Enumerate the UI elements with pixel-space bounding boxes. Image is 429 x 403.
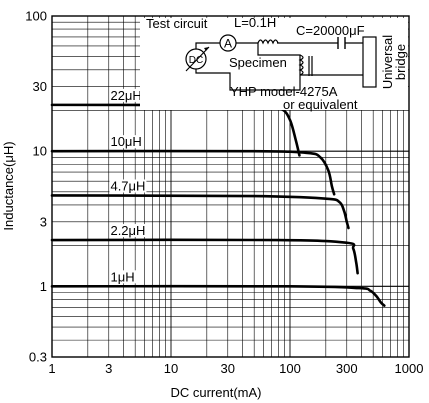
instrument-label-line1: YHP model-4275A	[230, 84, 338, 99]
series-label-backdrop	[109, 88, 143, 102]
series-label: 10μH	[110, 134, 141, 149]
x-tick-label: 300	[336, 361, 358, 376]
series-label: 2.2μH	[110, 223, 145, 238]
series-curve	[50, 149, 336, 196]
bridge-label-line1: Universal	[380, 35, 395, 89]
bridge-label-line2: bridge	[393, 44, 408, 80]
ammeter-icon: A	[219, 34, 237, 52]
dc-source-icon: DC	[185, 46, 210, 72]
y-tick-label: 100	[25, 9, 47, 24]
x-tick-label: 1000	[395, 361, 424, 376]
series-label-backdrop	[109, 135, 143, 149]
inset-title: Test circuit	[146, 16, 208, 31]
x-axis-label: DC current(mA)	[170, 385, 261, 400]
instrument-label-line2: or equivalent	[283, 97, 358, 112]
series-label-backdrop	[109, 270, 136, 284]
y-tick-label: 10	[33, 144, 47, 159]
x-tick-label: 30	[221, 361, 235, 376]
y-axis-label: Inductance(μH)	[1, 141, 16, 230]
series-label: 1μH	[110, 269, 134, 284]
capacitor-value-label: C=20000μF	[296, 23, 365, 38]
series-curve	[50, 284, 386, 307]
series-curve	[50, 238, 359, 275]
series-curve	[50, 194, 350, 230]
circuit-wiring	[195, 42, 363, 91]
x-tick-label: 1	[48, 361, 55, 376]
capacitor-icon	[337, 37, 346, 49]
y-tick-label: 0.3	[29, 350, 47, 365]
series-inductor-icon	[257, 39, 279, 45]
series-label-backdrop	[109, 224, 147, 238]
universal-bridge-box	[362, 36, 377, 88]
test-circuit-inset: Test circuit L=0.1H C=20000μF A DC	[140, 15, 408, 112]
x-tick-label: 3	[105, 361, 112, 376]
specimen-label: Specimen	[229, 55, 287, 70]
series-label: 22μH	[110, 88, 141, 103]
series-label-backdrop	[109, 179, 147, 193]
x-tick-label: 10	[164, 361, 178, 376]
x-tick-label: 100	[279, 361, 301, 376]
series-curve	[50, 103, 301, 157]
y-tick-label: 1	[40, 279, 47, 294]
series-label: 4.7μH	[110, 178, 145, 193]
specimen-inductor-icon	[298, 54, 313, 76]
series-labels: 22μH 10μH 4.7μH 2.2μH 1μH	[109, 88, 147, 284]
svg-text:A: A	[224, 37, 232, 51]
plot-frame	[51, 15, 410, 358]
y-tick-label: 3	[40, 214, 47, 229]
y-tick-label: 30	[33, 79, 47, 94]
inductor-value-label: L=0.1H	[234, 15, 276, 30]
